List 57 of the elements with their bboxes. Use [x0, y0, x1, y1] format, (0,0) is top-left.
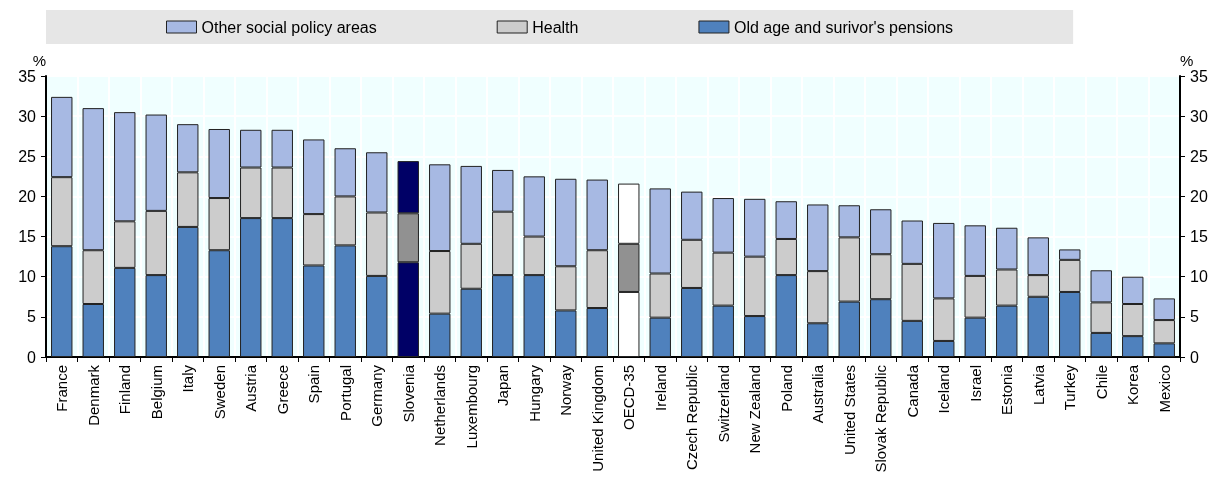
y2-tick-label: 0	[1190, 348, 1199, 366]
x-tick-label: Norway	[557, 364, 575, 416]
x-tick-label: Switzerland	[714, 365, 732, 443]
x-tick-label: New Zealand	[746, 365, 764, 454]
x-tick-label: Iceland	[935, 365, 953, 414]
x-tick-label: Slovak Republic	[872, 364, 890, 473]
x-tick-label: Belgium	[147, 365, 165, 420]
y-tick-label: 0	[27, 348, 37, 366]
x-tick-label: United States	[840, 365, 858, 456]
y-tick-label: 25	[18, 147, 37, 165]
y2-tick-label: 35	[1190, 67, 1208, 85]
x-tick-label: Korea	[1124, 364, 1142, 406]
x-tick-label: Canada	[903, 364, 921, 418]
x-tick-label: Hungary	[525, 364, 543, 422]
y-tick-label: 5	[27, 308, 37, 326]
x-tick-label: Poland	[777, 365, 795, 412]
x-tick-label: Latvia	[1029, 364, 1047, 406]
y2-tick-label: 20	[1190, 187, 1208, 205]
y2-tick-label: 30	[1190, 107, 1208, 125]
y-axis-title: %	[32, 52, 46, 69]
y-tick-label: 30	[18, 107, 37, 125]
x-tick-label: Estonia	[998, 364, 1016, 416]
y-tick-label: 10	[18, 268, 37, 286]
y2-tick-label: 5	[1190, 308, 1199, 326]
x-tick-label: Czech Republic	[683, 364, 701, 471]
y-tick-label: 20	[18, 187, 37, 205]
x-tick-label: Israel	[966, 365, 984, 402]
x-tick-label: Austria	[242, 364, 260, 412]
x-tick-label: France	[53, 365, 71, 412]
y-tick-label: 15	[18, 228, 37, 246]
x-tick-label: Finland	[116, 365, 134, 415]
x-tick-label: Chile	[1092, 365, 1110, 400]
x-tick-label: Slovenia	[399, 364, 417, 423]
x-tick-label: Luxembourg	[462, 365, 480, 449]
x-tick-label: Greece	[273, 365, 291, 415]
x-tick-label: Australia	[809, 364, 827, 424]
legend-label: Old age and surivor's pensions	[733, 18, 954, 36]
y2-tick-label: 15	[1190, 228, 1208, 246]
y2-tick-label: 25	[1190, 147, 1208, 165]
x-tick-label: OECD-35	[620, 365, 638, 431]
y2-tick-label: 10	[1190, 268, 1208, 286]
x-tick-label: Italy	[179, 364, 197, 393]
x-tick-label: Denmark	[84, 364, 102, 426]
legend-label: Other social policy areas	[201, 18, 377, 36]
x-tick-label: Ireland	[651, 365, 669, 411]
y-tick-label: 35	[18, 67, 37, 85]
x-tick-label: Portugal	[336, 365, 354, 421]
x-tick-label: Netherlands	[431, 365, 449, 446]
x-tick-label: Sweden	[210, 365, 228, 420]
x-tick-label: Turkey	[1061, 364, 1079, 411]
x-tick-label: Mexico	[1155, 365, 1173, 413]
x-tick-label: United Kingdom	[588, 365, 606, 472]
x-tick-label: Germany	[368, 364, 386, 427]
x-tick-label: Spain	[305, 365, 323, 404]
y2-axis-title: %	[1180, 52, 1194, 69]
legend-label: Health	[532, 18, 579, 36]
x-tick-label: Japan	[494, 365, 512, 406]
